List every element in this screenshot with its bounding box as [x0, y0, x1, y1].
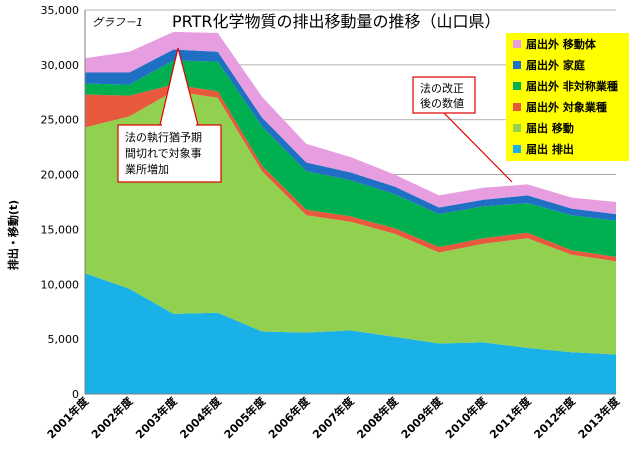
y-tick-label: 25,000	[41, 114, 80, 127]
callout-line: 業所増加	[125, 163, 169, 176]
callout-line: 法の改正	[420, 81, 464, 95]
y-tick-label: 0	[72, 388, 79, 401]
legend-swatch	[513, 103, 521, 111]
legend-label: 届出 排出	[526, 142, 574, 156]
callout-law-revision: 法の改正 後の数値	[412, 76, 513, 183]
legend-label: 届出外 対象業種	[526, 100, 607, 114]
y-tick-label: 20,000	[41, 169, 80, 182]
callout-law-grace-period: 法の執行猶予期 間切れで対象事 業所増加	[117, 47, 222, 183]
y-tick-label: 35,000	[41, 4, 80, 17]
legend-label: 届出外 家庭	[526, 58, 585, 72]
figure-tag: グラフ－1	[92, 16, 143, 29]
callout-pointer	[443, 112, 513, 183]
legend-label: 届出外 非対称業種	[526, 79, 618, 93]
area-series	[85, 84, 616, 262]
area-series	[85, 31, 616, 215]
callout-line: 法の執行猶予期	[125, 130, 202, 144]
legend-swatch	[513, 82, 521, 90]
legend-swatch	[513, 145, 521, 153]
legend-box	[506, 33, 629, 161]
y-tick-label: 10,000	[41, 278, 80, 291]
y-tick-label: 5,000	[48, 333, 80, 346]
y-tick-labels: 0 5,000 10,000 15,000 20,000 25,000 30,000 35,0…	[41, 4, 80, 401]
area-series	[85, 60, 616, 257]
callout-line: 間切れで対象事	[125, 146, 202, 160]
y-axis-label: 排出・移動(t)	[6, 200, 20, 270]
chart-title: PRTR化学物質の排出移動量の推移（山口県）	[172, 12, 501, 31]
legend-label: 届出外 移動体	[526, 37, 597, 51]
callout-line: 後の数値	[420, 96, 464, 110]
axes	[84, 10, 616, 395]
y-tick-label: 30,000	[41, 59, 80, 72]
legend-swatch	[513, 61, 521, 69]
legend-swatch	[513, 40, 521, 48]
legend-label: 届出 移動	[526, 121, 574, 135]
area-series	[85, 273, 616, 394]
y-tick-label: 15,000	[41, 223, 80, 236]
legend-swatch	[513, 124, 521, 132]
